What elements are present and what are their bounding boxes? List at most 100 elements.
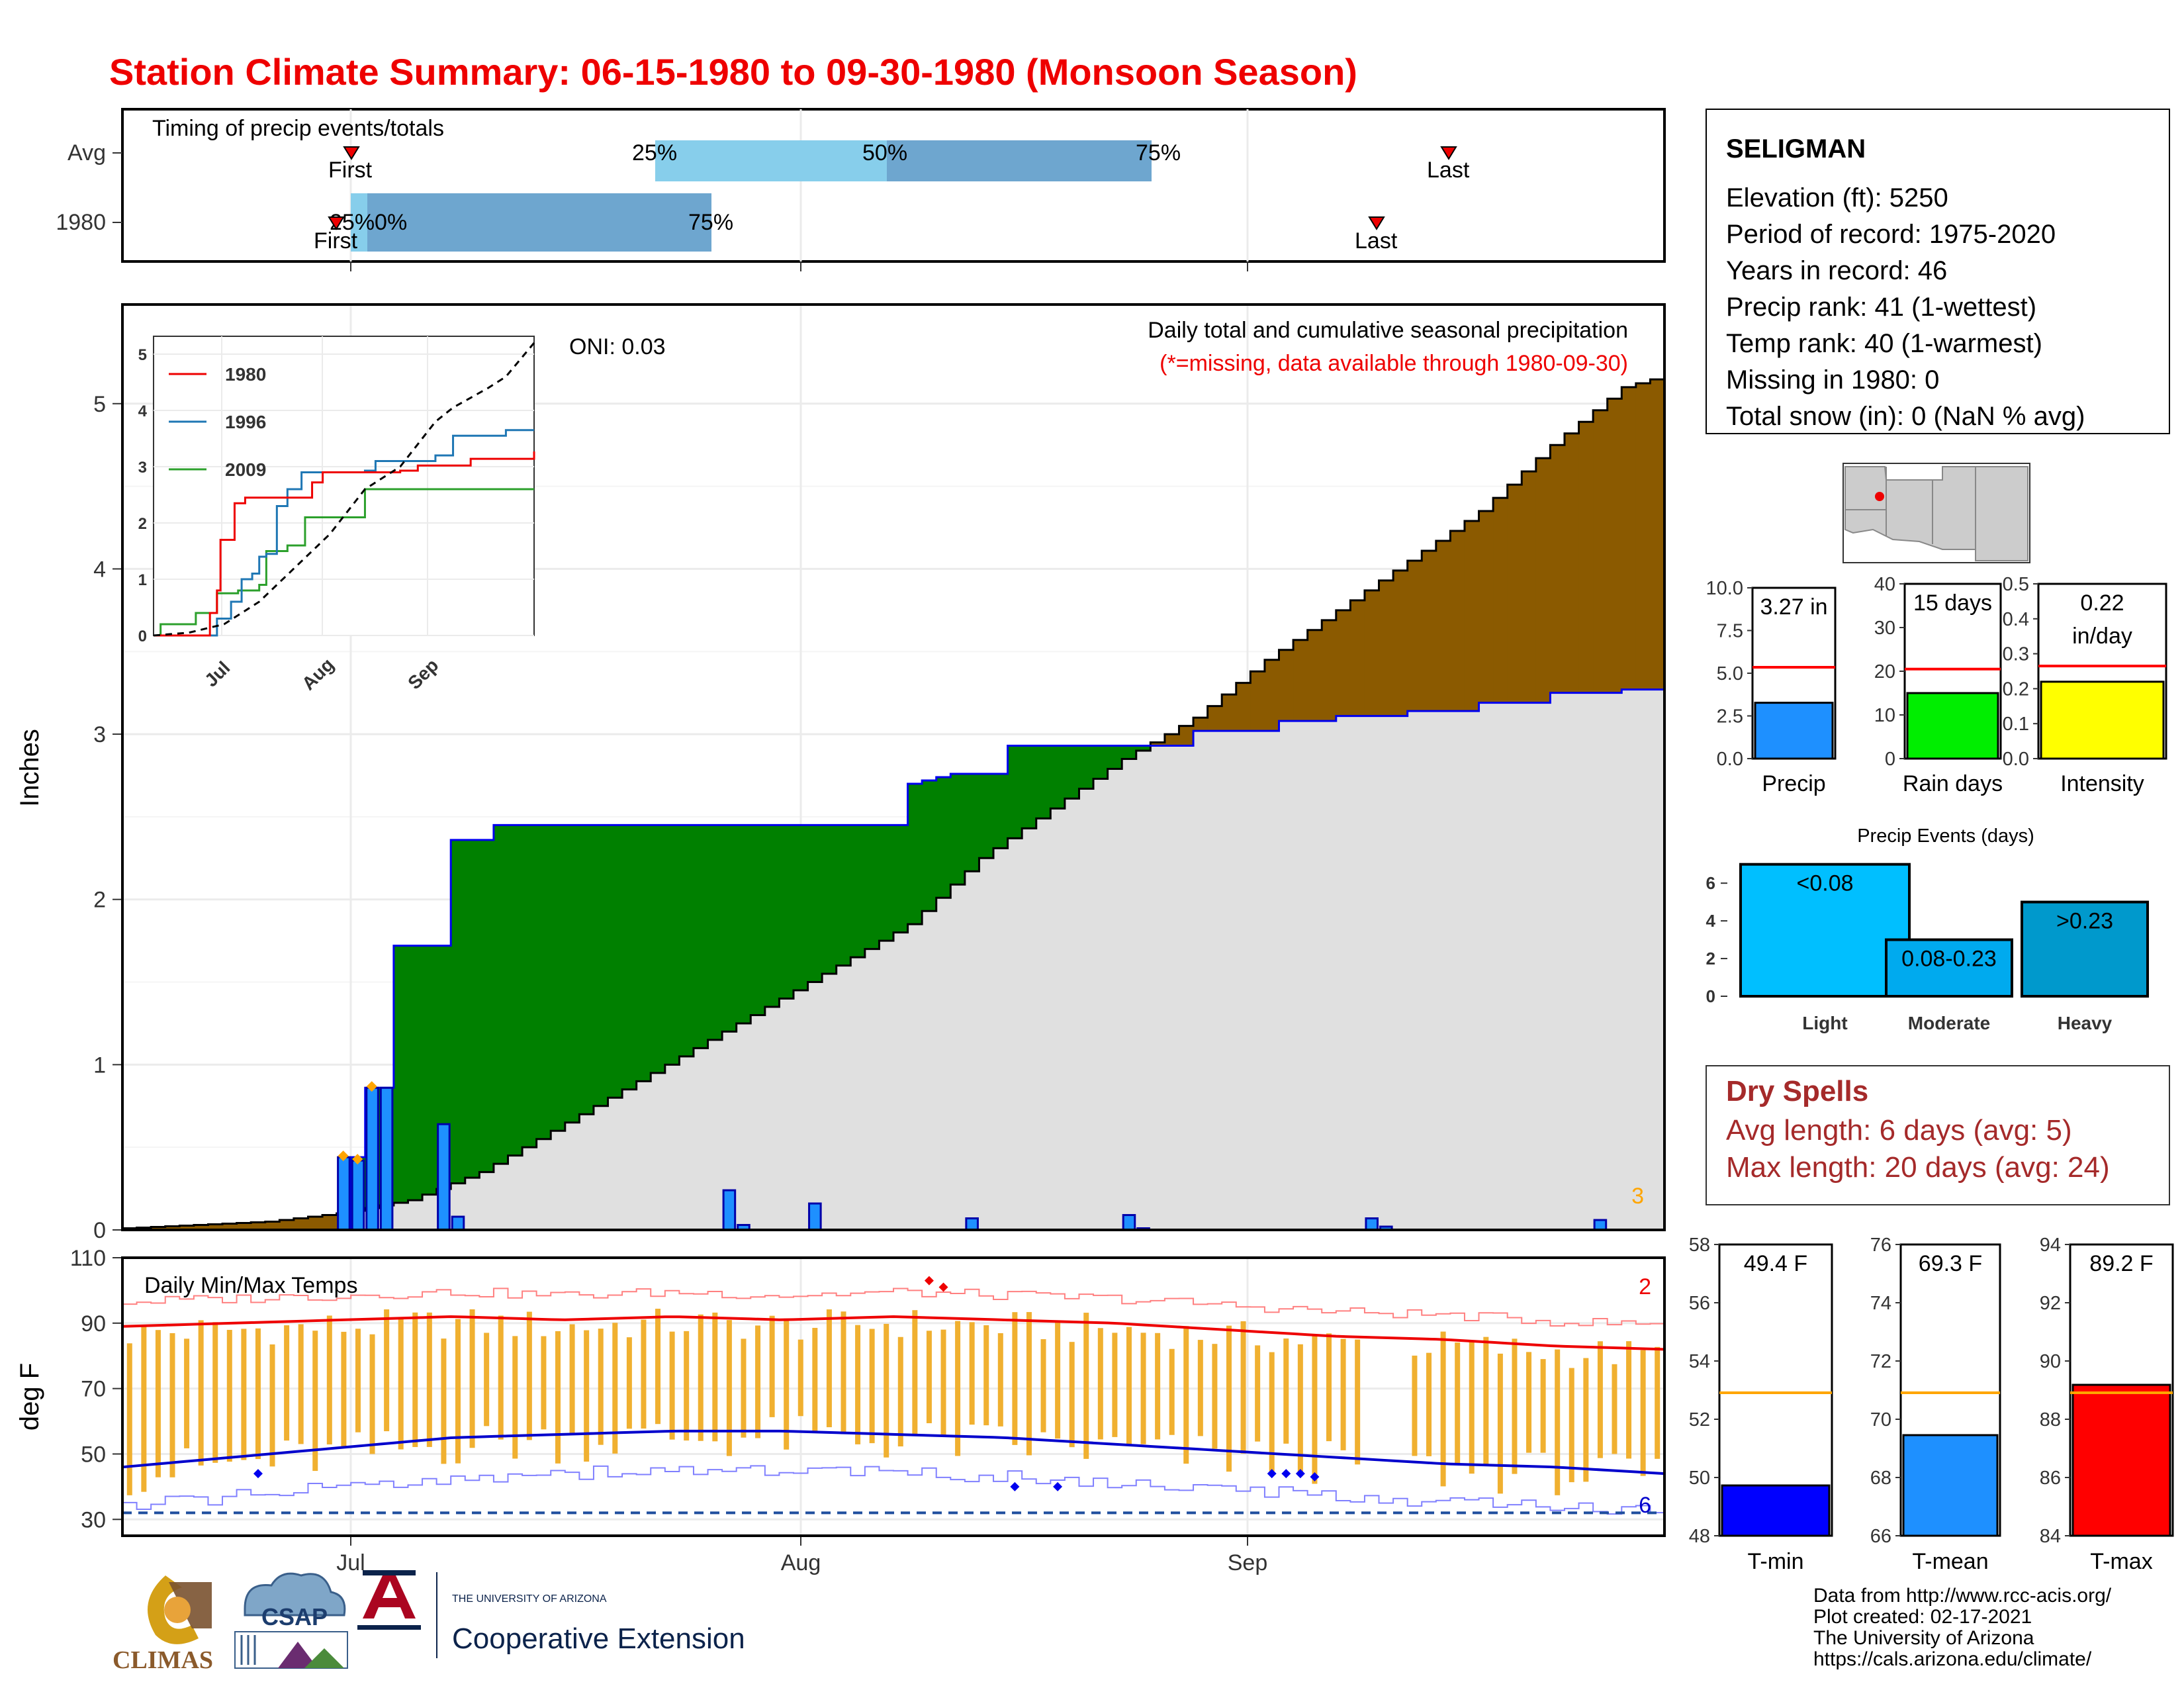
events-category-label: Light bbox=[1802, 1013, 1847, 1033]
station-line: Total snow (in): 0 (NaN % avg) bbox=[1726, 402, 2085, 431]
summary-bar-t-max: 94 92 90 88 86 84 89.2 F T-max bbox=[2040, 1235, 2174, 1574]
daily-temp-range-bar bbox=[355, 1329, 361, 1432]
daily-precip-bar bbox=[451, 1215, 465, 1231]
precip-subtitle: Daily total and cumulative seasonal prec… bbox=[1148, 318, 1628, 343]
timing-panel: Timing of precip events/totals 25% 50% 7… bbox=[56, 108, 1666, 271]
daily-temp-range-bar bbox=[1569, 1368, 1574, 1483]
daily-temp-range-bar bbox=[255, 1328, 261, 1460]
daily-temp-range-bar bbox=[1012, 1312, 1018, 1445]
daily-temp-range-bar bbox=[955, 1321, 961, 1456]
y1980-last-marker bbox=[1368, 216, 1385, 230]
surplus-area bbox=[764, 825, 780, 1007]
surplus-area bbox=[964, 773, 980, 872]
summary-bar-tick-label: 48 bbox=[1689, 1526, 1710, 1547]
daily-temp-range-bar bbox=[1140, 1333, 1146, 1444]
summary-bar-value bbox=[2040, 680, 2165, 760]
daily-temp-range-bar bbox=[712, 1312, 718, 1442]
surplus-area bbox=[1036, 745, 1051, 819]
precip-corner-count: 3 bbox=[1631, 1184, 1644, 1209]
daily-precip-bar bbox=[365, 1086, 379, 1231]
deficit-area bbox=[1535, 458, 1551, 703]
inset-legend: 1980 1996 2009 bbox=[169, 364, 266, 480]
precip-ylabel: Inches bbox=[15, 729, 44, 807]
inset-line-1996 bbox=[154, 429, 534, 637]
daily-temp-range-bar bbox=[1312, 1335, 1318, 1484]
ua-big-text: Cooperative Extension bbox=[452, 1622, 745, 1655]
deficit-area bbox=[265, 1221, 280, 1230]
daily-temp-range-bar bbox=[855, 1325, 861, 1444]
surplus-area bbox=[393, 945, 409, 1203]
temp-title: Daily Min/Max Temps bbox=[144, 1273, 357, 1298]
inset-ytick-label: 0 bbox=[138, 628, 147, 645]
daily-temp-range-bar bbox=[1469, 1342, 1475, 1474]
daily-temp-range-bar bbox=[1426, 1352, 1432, 1456]
surplus-area bbox=[850, 825, 866, 958]
inset-ytick-label: 5 bbox=[138, 346, 147, 364]
daily-precip-bar bbox=[1122, 1214, 1136, 1231]
daily-temp-range-bar bbox=[698, 1314, 704, 1441]
surplus-area bbox=[679, 825, 694, 1056]
summary-bar-value-text: 3.27 in bbox=[1760, 594, 1827, 620]
summary-bar-tick-label: 74 bbox=[1870, 1293, 1891, 1314]
summary-bar-tick-label: 90 bbox=[2040, 1351, 2061, 1372]
surplus-area bbox=[1107, 745, 1122, 769]
daily-temp-range-bar bbox=[869, 1329, 875, 1444]
daily-precip-bar bbox=[337, 1156, 351, 1231]
deficit-area bbox=[1264, 659, 1280, 731]
summary-bar-tick-label: 0.1 bbox=[2003, 714, 2029, 735]
daily-temp-range-bar bbox=[1069, 1342, 1075, 1448]
daily-temp-range-bar bbox=[1597, 1341, 1603, 1458]
events-category-label: Moderate bbox=[1908, 1013, 1990, 1033]
y1980-75-label: 75% bbox=[688, 210, 733, 235]
inset-line-2009 bbox=[154, 488, 534, 637]
deficit-area bbox=[1564, 433, 1580, 693]
daily-temp-range-bar bbox=[1083, 1313, 1089, 1459]
events-tick-label: 2 bbox=[1706, 949, 1715, 968]
deficit-area bbox=[1250, 671, 1265, 731]
daily-temp-range-bar bbox=[226, 1329, 232, 1462]
summary-bar-tick-label: 92 bbox=[2040, 1293, 2061, 1314]
events-tick-label: 4 bbox=[1706, 911, 1716, 931]
precip-ytick-label: 4 bbox=[93, 557, 106, 582]
surplus-area bbox=[636, 825, 651, 1082]
inset-ytick-label: 3 bbox=[138, 459, 147, 477]
deficit-area bbox=[1522, 471, 1537, 703]
precip-ytick-label: 2 bbox=[93, 888, 106, 913]
inset-legend-1980: 1980 bbox=[225, 364, 266, 385]
surplus-area bbox=[722, 825, 737, 1032]
credit-line: Data from http://www.rcc-acis.org/ bbox=[1813, 1585, 2112, 1607]
surplus-area bbox=[779, 825, 794, 999]
summary-bar-tick-label: 2.5 bbox=[1717, 706, 1743, 727]
surplus-area bbox=[993, 773, 1009, 849]
summary-bar-tick-label: 68 bbox=[1870, 1468, 1891, 1489]
climas-logo: CLIMAS bbox=[113, 1575, 213, 1674]
surplus-area bbox=[936, 776, 951, 898]
temp-count-low: 6 bbox=[1639, 1493, 1651, 1518]
avg-first-label: First bbox=[328, 158, 373, 183]
daily-temp-range-bar bbox=[155, 1330, 161, 1477]
summary-bar-intensity: 0.5 0.4 0.3 0.2 0.1 0.0 0.22 in/day Intensity bbox=[2003, 574, 2167, 796]
precip-events-chart: Precip Events (days) 6 4 2 0 <0.08 Light 0.08-… bbox=[1706, 825, 2149, 1033]
daily-temp-range-bar bbox=[1126, 1327, 1132, 1446]
daily-temp-range-bar bbox=[184, 1338, 190, 1448]
record-low-marker bbox=[1281, 1469, 1291, 1479]
inset-ytick-label: 1 bbox=[138, 571, 147, 589]
surplus-area bbox=[479, 839, 494, 1172]
deficit-area bbox=[322, 1215, 338, 1230]
daily-temp-range-bar bbox=[926, 1331, 932, 1423]
normal-area bbox=[122, 689, 1664, 1230]
daily-temp-range-bar bbox=[426, 1312, 432, 1447]
summary-bar-tick-label: 0.0 bbox=[2003, 749, 2029, 770]
surplus-area bbox=[622, 825, 637, 1090]
avg-25-label: 25% bbox=[632, 140, 677, 165]
daily-temp-range-bar bbox=[484, 1333, 490, 1427]
credits: Data from http://www.rcc-acis.org/ Plot … bbox=[1813, 1585, 2112, 1670]
daily-temp-range-bar bbox=[826, 1309, 832, 1428]
location-map bbox=[1843, 463, 2030, 563]
y1980-first-label: First bbox=[314, 228, 358, 254]
events-bar-label: 0.08-0.23 bbox=[1901, 947, 1997, 972]
deficit-area bbox=[1393, 570, 1408, 716]
events-bar bbox=[2021, 900, 2149, 998]
y1980-overlap-label: 25%0% bbox=[330, 210, 407, 235]
deficit-area bbox=[1422, 550, 1437, 712]
